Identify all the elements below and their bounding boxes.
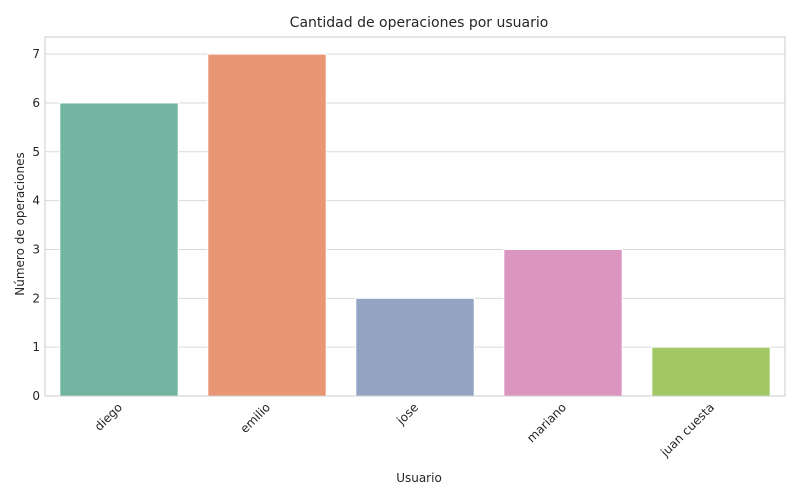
x-tick-labels: diego emilio jose mariano juan cuesta: [92, 400, 717, 460]
plot-frame: [44, 36, 786, 397]
x-tick-label: jose: [393, 400, 421, 428]
x-axis-label: Usuario: [396, 471, 442, 485]
y-tick-label: 1: [32, 340, 40, 354]
x-tick-label: emilio: [237, 400, 273, 436]
bar-mariano: [503, 248, 623, 397]
y-tick-label: 2: [32, 291, 40, 305]
y-axis-label: Número de operaciones: [13, 152, 27, 295]
x-tick-label: mariano: [524, 400, 569, 445]
y-tick-label: 7: [32, 47, 40, 61]
bar-juan-cuesta: [651, 346, 771, 397]
bar-jose: [355, 297, 475, 397]
bars: [59, 53, 771, 397]
x-tick-label: juan cuesta: [657, 400, 717, 460]
y-tick-label: 0: [32, 389, 40, 403]
y-tick-label: 5: [32, 145, 40, 159]
y-tick-label: 4: [32, 194, 40, 208]
x-tick-label: diego: [92, 400, 125, 433]
y-tick-labels: 0 1 2 3 4 5 6 7: [32, 47, 40, 403]
y-tick-label: 6: [32, 96, 40, 110]
bar-emilio: [207, 53, 327, 397]
chart-title: Cantidad de operaciones por usuario: [290, 15, 549, 31]
bar-diego: [59, 102, 179, 397]
y-tick-label: 3: [32, 242, 40, 256]
